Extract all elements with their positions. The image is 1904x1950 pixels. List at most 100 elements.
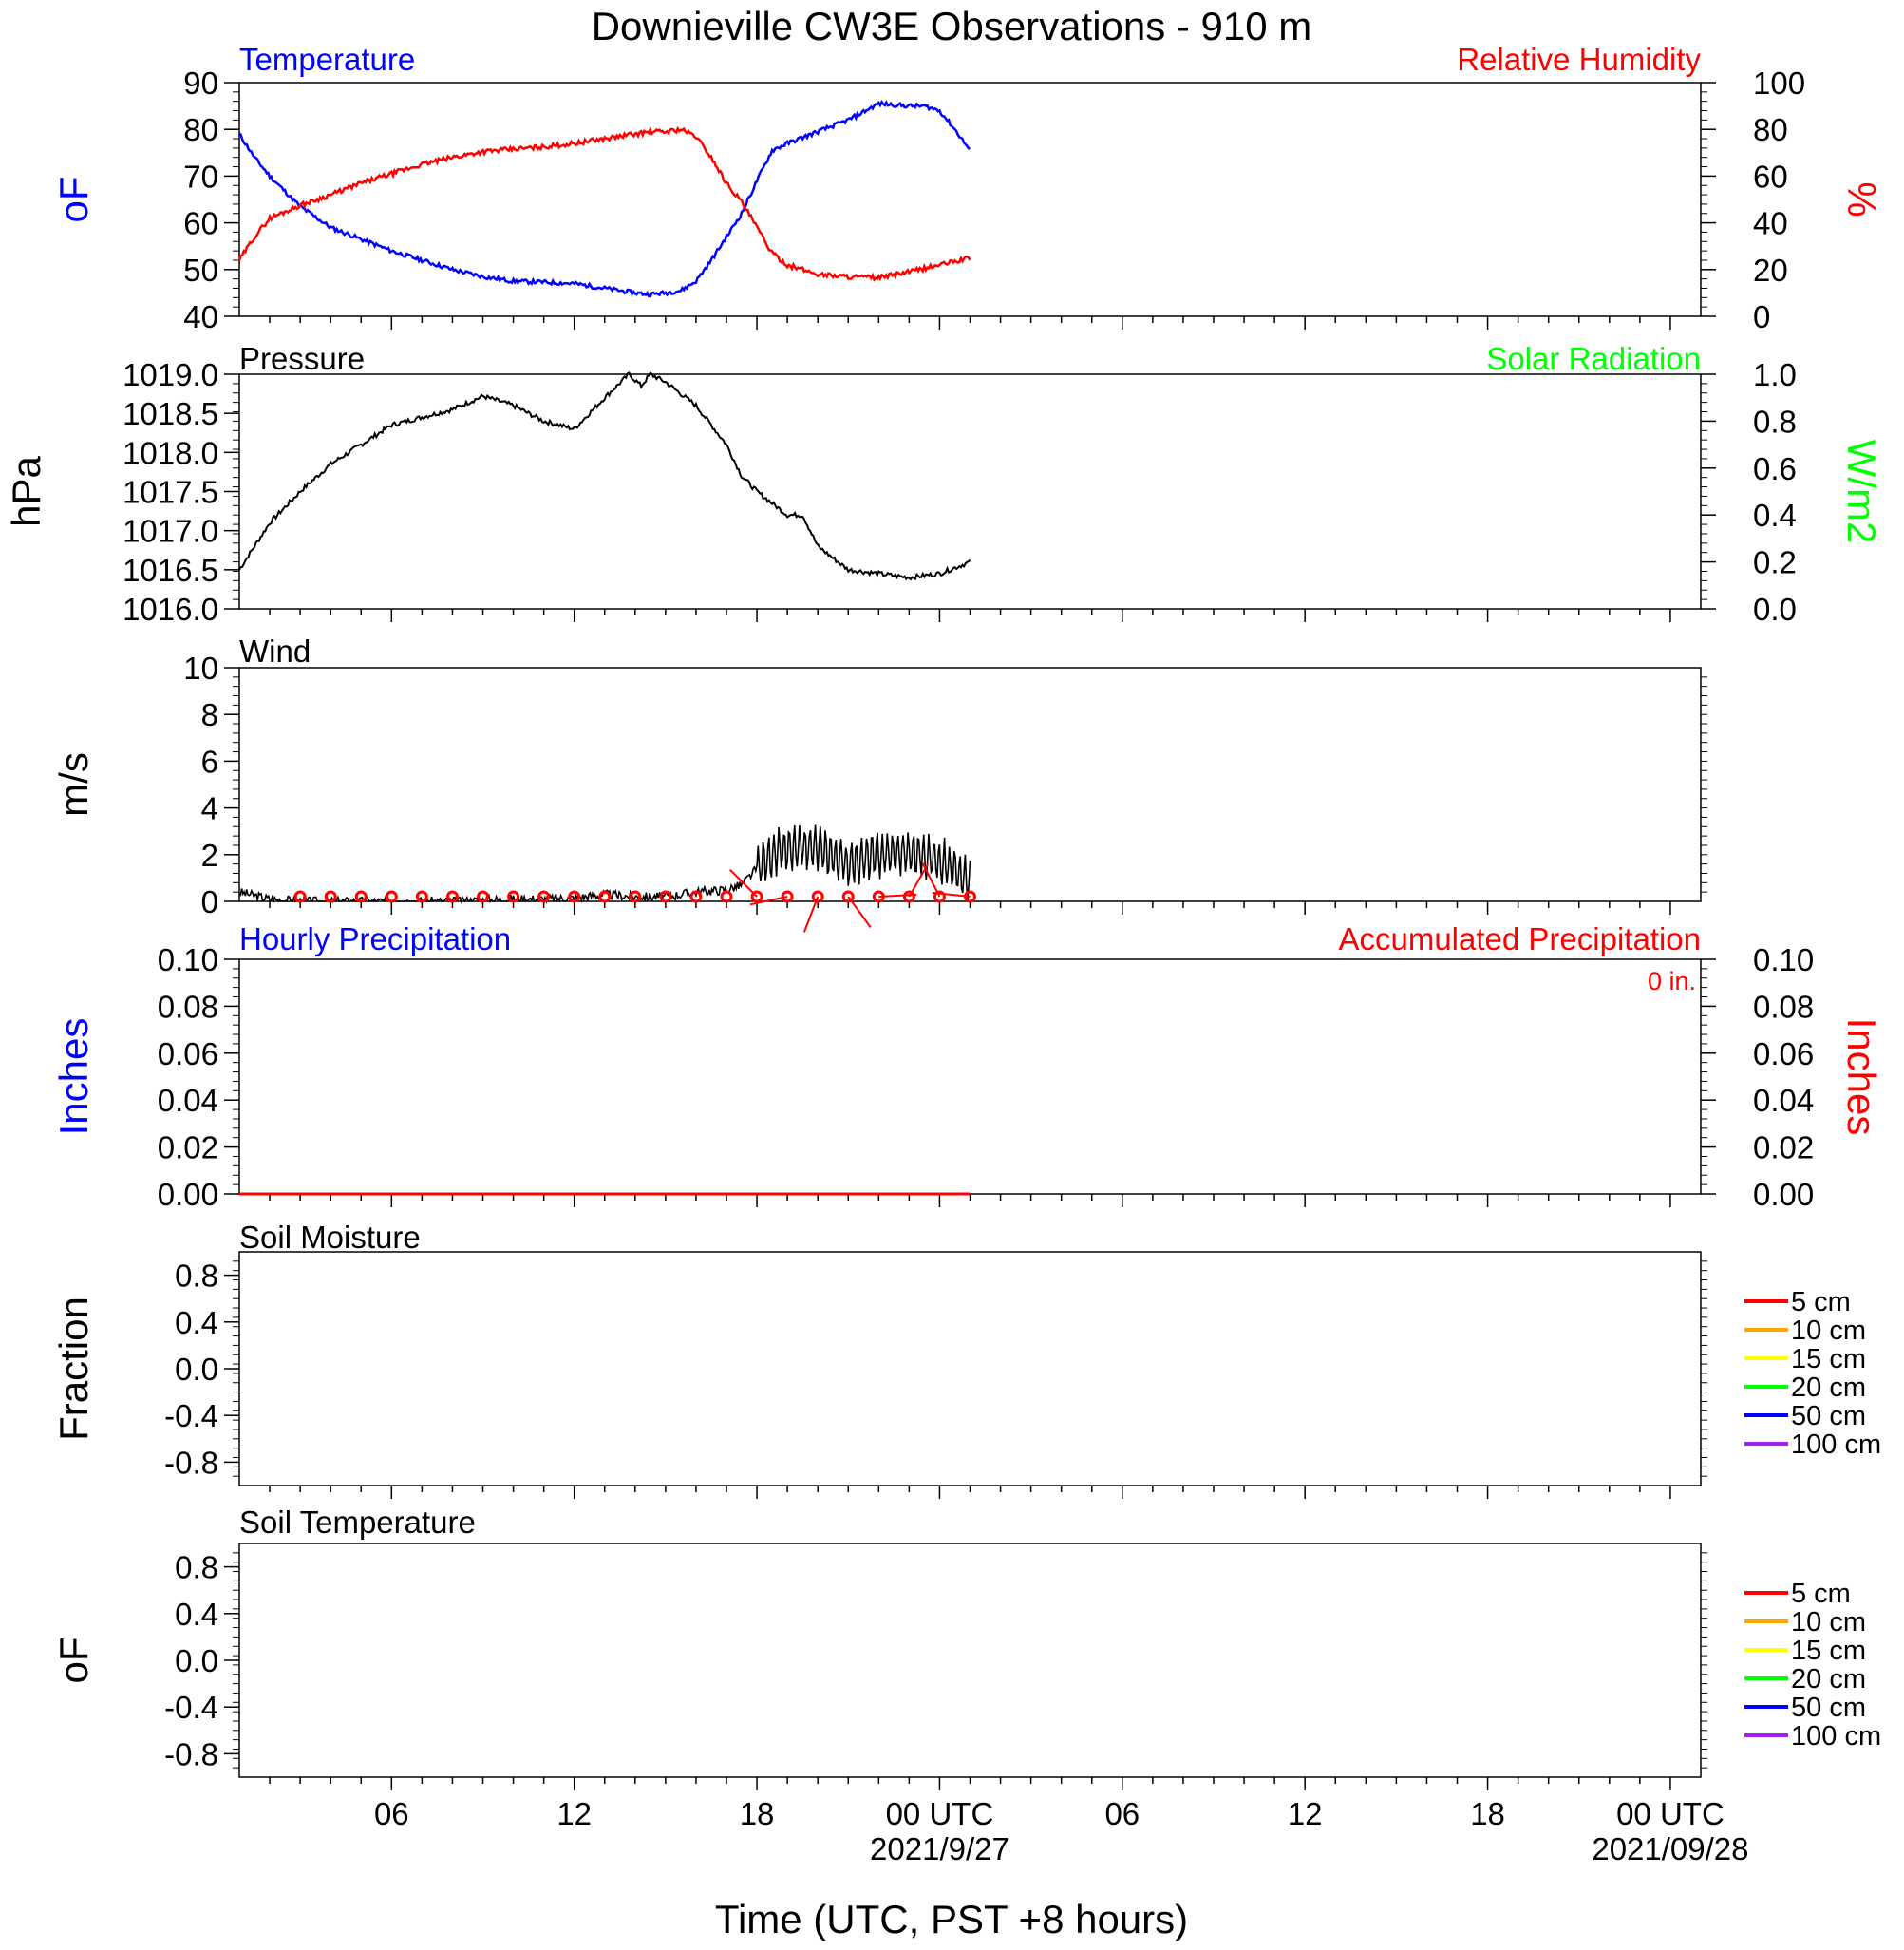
y-tick-label: 0.00 <box>158 1177 218 1212</box>
legend-label: 100 cm <box>1791 1721 1881 1751</box>
wind-barb-calm-marker <box>324 890 337 903</box>
plot-frame <box>238 958 1702 1195</box>
y-tick-label: 0.04 <box>158 1083 218 1118</box>
y-right-tick-label: 0.0 <box>1753 592 1797 627</box>
wind-barb-staff <box>729 869 758 898</box>
precip-panel-left-title: Hourly Precipitation <box>239 921 511 956</box>
y-tick-label: -0.4 <box>164 1398 218 1433</box>
y-tick-label: 4 <box>201 791 218 826</box>
y-tick-label: 0.8 <box>175 1259 218 1294</box>
y-right-tick-label: 40 <box>1753 206 1788 241</box>
x-tick-label: 06 <box>374 1796 409 1831</box>
y-axis-unit: m/s <box>51 752 96 817</box>
y-right-tick-label: 0.8 <box>1753 404 1797 439</box>
y-tick-label: 1017.5 <box>123 475 218 510</box>
legend-label: 5 cm <box>1791 1287 1851 1317</box>
y-tick-label: -0.8 <box>164 1445 218 1480</box>
pressure-panel-left-title: Pressure <box>239 341 365 376</box>
x-tick-label: 12 <box>556 1796 592 1831</box>
y-right-tick-label: 0.2 <box>1753 545 1797 580</box>
soil-moisture-panel-title: Soil Moisture <box>239 1220 421 1255</box>
wind-barb-calm-marker <box>841 890 855 903</box>
wind-barb-calm-marker <box>811 890 824 903</box>
legend-label: 10 cm <box>1791 1607 1866 1638</box>
y-axis-unit: oF <box>51 176 96 222</box>
x-tick-label: 00 UTC <box>1616 1796 1725 1831</box>
wind-barb-staff <box>932 891 971 898</box>
y-tick-label: 0.4 <box>175 1305 218 1340</box>
y-tick-label: 8 <box>201 697 218 732</box>
plot-frame <box>238 1543 1702 1778</box>
y-tick-label: 0.0 <box>175 1643 218 1678</box>
y-tick-label: 1016.5 <box>123 553 218 588</box>
y-right-tick-label: 0.06 <box>1753 1036 1814 1071</box>
pressure-panel: Pressure Solar Radiation 1016.0 1016.5 101… <box>4 341 1884 627</box>
legend-label: 15 cm <box>1791 1344 1866 1374</box>
legend-label: 10 cm <box>1791 1316 1866 1346</box>
wind-barb-calm-marker <box>293 890 307 903</box>
y-right-tick-label: 20 <box>1753 253 1788 288</box>
legend-label: 5 cm <box>1791 1579 1851 1609</box>
y-tick-label: 1018.0 <box>123 435 218 470</box>
pressure-series-line <box>238 371 971 581</box>
y-right-tick-label: 0.10 <box>1753 942 1814 977</box>
temp-panel-right-title: Relative Humidity <box>1457 42 1701 77</box>
wind-barb-calm-marker <box>902 890 915 903</box>
y-tick-label: 0.02 <box>158 1130 218 1165</box>
x-tick-label: 00 UTC <box>886 1796 994 1831</box>
y-tick-label: 2 <box>201 838 218 873</box>
y-axis-right-unit: % <box>1839 181 1884 217</box>
y-right-tick-label: 1.0 <box>1753 357 1797 392</box>
y-right-tick-label: 0.02 <box>1753 1130 1814 1165</box>
y-right-tick-label: 0.00 <box>1753 1177 1814 1212</box>
wind-barb-calm-marker <box>629 890 642 903</box>
precip-total-label: 0 in. <box>1648 967 1696 995</box>
y-tick-label: 0.08 <box>158 989 218 1024</box>
y-tick-label: 6 <box>201 744 218 779</box>
wind-barb-calm-marker <box>477 890 489 903</box>
y-tick-label: 0.10 <box>158 942 218 977</box>
wind-barb-calm-marker <box>537 890 551 903</box>
wind-barb-calm-marker <box>507 890 520 903</box>
y-axis-unit: oF <box>51 1637 96 1683</box>
soil-temp-panel: Soil Temperature -0.8 -0.4 0.0 0.4 0.8 oF 5 cm… <box>51 1505 1881 1790</box>
legend-label: 100 cm <box>1791 1429 1881 1460</box>
y-axis-unit: Inches <box>51 1018 96 1136</box>
wind-panel: Wind 0 2 4 6 8 10 m/s <box>51 634 1707 933</box>
y-axis-right-unit: W/m2 <box>1839 440 1884 544</box>
humidity-series-line <box>237 125 971 282</box>
wind-barb-calm-marker <box>750 890 763 903</box>
y-axis-unit: hPa <box>4 455 48 526</box>
wind-barb-calm-marker <box>445 890 459 903</box>
y-right-tick-label: 60 <box>1753 159 1788 194</box>
temp-rh-panel: Temperature Relative Humidity 40 50 60 70 80… <box>51 42 1884 334</box>
x-date-label: 2021/09/28 <box>1592 1831 1748 1866</box>
plot-frame <box>238 1251 1702 1486</box>
wind-barb-calm-marker <box>598 890 612 903</box>
legend-label: 50 cm <box>1791 1693 1866 1723</box>
legend-label: 20 cm <box>1791 1664 1866 1694</box>
x-tick-label: 18 <box>740 1796 775 1831</box>
chart-title: Downieville CW3E Observations - 910 m <box>592 4 1312 48</box>
y-right-tick-label: 80 <box>1753 112 1788 147</box>
x-tick-label: 12 <box>1288 1796 1323 1831</box>
y-right-tick-label: 0 <box>1753 299 1770 334</box>
temperature-series-line <box>238 100 971 298</box>
y-tick-label: 60 <box>183 206 218 241</box>
y-axis-right-unit: Inches <box>1839 1018 1884 1136</box>
legend-label: 20 cm <box>1791 1373 1866 1403</box>
x-date-label: 2021/9/27 <box>870 1831 1009 1866</box>
wind-barb-calm-marker <box>720 890 733 903</box>
y-right-tick-label: 0.4 <box>1753 498 1797 533</box>
wind-barb-calm-marker <box>659 890 672 903</box>
wind-barb-calm-marker <box>568 890 581 903</box>
wind-panel-title: Wind <box>239 634 311 669</box>
y-tick-label: 0.06 <box>158 1036 218 1071</box>
x-axis-label: Time (UTC, PST +8 hours) <box>715 1897 1188 1941</box>
y-axis-unit: Fraction <box>51 1297 96 1441</box>
y-tick-label: 10 <box>183 651 218 686</box>
wind-speed-line <box>238 824 971 905</box>
soil-temp-panel-title: Soil Temperature <box>239 1505 476 1540</box>
y-tick-label: 90 <box>183 66 218 101</box>
